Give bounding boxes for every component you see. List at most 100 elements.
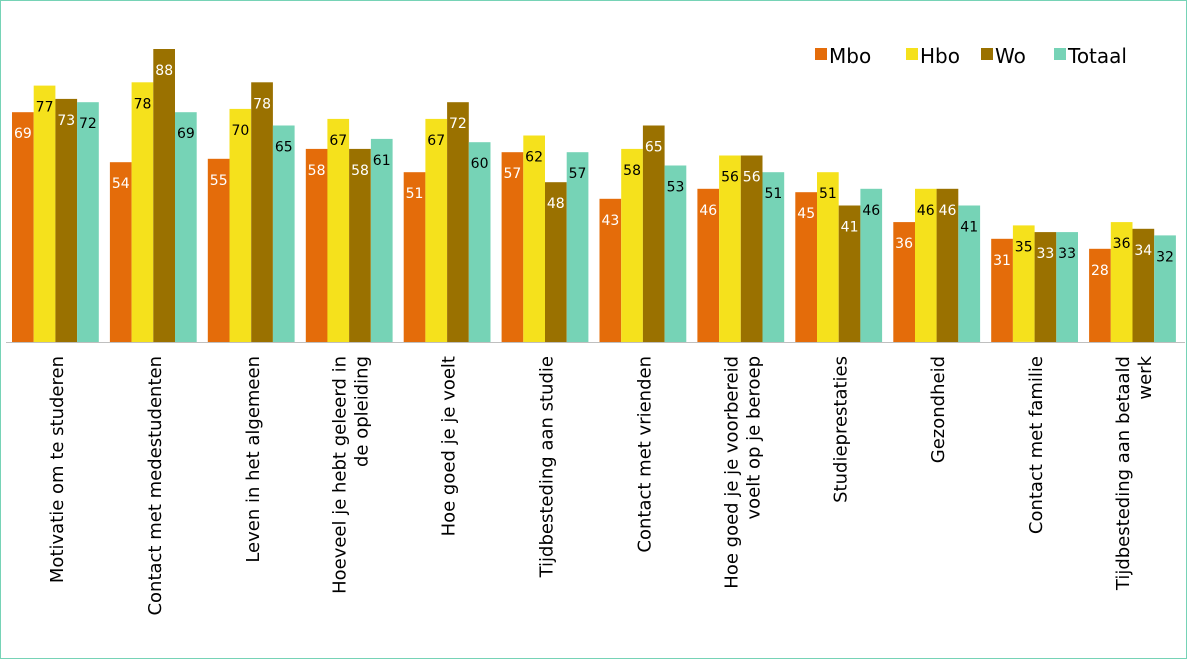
bar-wo-2 [251,82,273,343]
data-label-hbo-6: 58 [623,163,641,179]
data-label-hbo-11: 36 [1113,236,1131,252]
bar-mbo-3 [305,148,328,342]
data-label-wo-4: 72 [449,116,467,132]
bar-mbo-2 [207,158,230,342]
bar-mbo-1 [109,162,132,342]
bar-hbo-9 [915,188,937,342]
data-label-wo-9: 46 [939,203,957,219]
data-label-wo-7: 56 [743,170,761,186]
bars-group [12,49,1176,343]
data-label-wo-6: 65 [645,140,663,156]
category-label-0: Motivatie om te studeren [47,356,68,583]
bar-totaal-7 [762,172,785,342]
bar-mbo-5 [501,152,524,342]
data-label-hbo-9: 46 [917,203,935,219]
category-label-3: Hoeveel je hebt geleerd inde opleiding [330,356,373,594]
bar-mbo-9 [893,222,915,342]
bar-totaal-9 [958,205,981,342]
bar-totaal-3 [370,138,393,342]
data-label-mbo-6: 43 [601,213,619,229]
data-label-totaal-9: 41 [960,220,978,236]
legend: Mbo Hbo Wo Totaal [815,44,1127,68]
bar-totaal-0 [77,102,99,342]
bar-totaal-6 [664,165,687,342]
bar-mbo-11 [1089,248,1111,342]
category-label-6: Contact met vrienden [635,356,656,553]
bar-wo-7 [740,155,763,342]
bar-mbo-8 [795,192,817,342]
data-label-mbo-0: 69 [14,126,32,142]
bar-mbo-10 [991,238,1013,342]
data-label-hbo-7: 56 [721,170,739,186]
data-label-mbo-9: 36 [895,236,913,252]
data-label-totaal-7: 51 [764,186,782,202]
legend-swatch-totaal [1054,48,1066,60]
data-label-hbo-2: 70 [231,123,249,139]
bar-hbo-8 [817,172,839,342]
data-label-totaal-11: 32 [1156,249,1174,265]
data-label-hbo-3: 67 [329,133,347,149]
data-label-mbo-1: 54 [112,176,130,192]
bar-mbo-6 [599,198,622,342]
category-label-1: Contact met medestudenten [145,356,166,616]
legend-label-totaal: Totaal [1067,44,1127,68]
data-label-mbo-10: 31 [993,253,1011,269]
category-label-4: Hoe goed je je voelt [439,356,460,536]
data-label-totaal-1: 69 [177,126,195,142]
category-label-5: Tijdbesteding aan studie [537,356,558,578]
bar-wo-1 [153,49,175,342]
data-label-totaal-5: 57 [569,166,587,182]
bar-hbo-4 [425,118,448,343]
bar-totaal-11 [1154,235,1176,342]
bar-hbo-1 [131,82,154,343]
data-label-totaal-8: 46 [862,203,880,219]
legend-label-mbo: Mbo [829,44,871,68]
bar-totaal-2 [272,125,295,342]
data-label-mbo-5: 57 [503,166,521,182]
bar-wo-8 [838,205,861,342]
data-label-totaal-2: 65 [275,140,293,156]
data-label-wo-10: 33 [1036,246,1054,262]
data-label-mbo-8: 45 [797,206,815,222]
data-label-hbo-1: 78 [134,96,152,112]
bar-totaal-5 [566,152,589,342]
bar-hbo-11 [1110,222,1133,342]
data-label-wo-1: 88 [155,63,173,79]
data-label-wo-8: 41 [841,220,859,236]
data-label-totaal-4: 60 [471,156,489,172]
data-label-wo-0: 73 [57,113,75,129]
bar-totaal-1 [175,112,197,342]
bar-wo-9 [936,188,959,342]
data-label-wo-3: 58 [351,163,369,179]
bar-hbo-10 [1012,225,1035,342]
data-label-hbo-10: 35 [1015,239,1033,255]
bar-mbo-7 [697,188,720,342]
data-label-hbo-5: 62 [525,150,543,166]
data-label-wo-5: 48 [547,196,565,212]
legend-swatch-wo [981,48,993,60]
legend-swatch-mbo [815,48,827,60]
bar-mbo-0 [12,112,34,342]
bar-hbo-2 [229,108,252,343]
category-labels-group: Motivatie om te studeren Contact met mede… [47,355,1156,615]
legend-swatch-hbo [906,48,918,60]
bar-wo-3 [349,148,371,342]
bar-wo-6 [642,125,665,342]
data-label-mbo-2: 55 [210,173,228,189]
category-label-7: Hoe goed je je voorbereidvoelt op je ber… [721,356,764,589]
bar-wo-10 [1034,232,1057,342]
bar-hbo-7 [719,155,741,342]
data-label-hbo-8: 51 [819,186,837,202]
bar-hbo-0 [33,85,56,342]
category-label-2: Leven in het algemeen [243,356,264,563]
data-label-hbo-4: 67 [427,133,445,149]
bar-hbo-5 [523,135,545,342]
data-label-totaal-0: 72 [79,116,97,132]
data-label-totaal-3: 61 [373,153,391,169]
bar-mbo-4 [403,172,426,342]
data-label-wo-11: 34 [1134,243,1152,259]
legend-label-wo: Wo [995,44,1026,68]
